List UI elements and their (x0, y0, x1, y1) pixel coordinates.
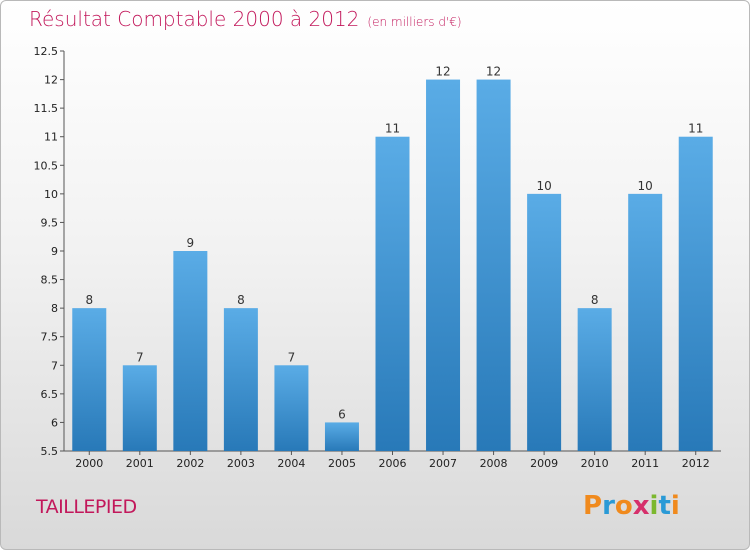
bar-value-label: 11 (688, 122, 703, 136)
chart-title: Résultat Comptable 2000 à 2012 (en millie… (29, 7, 462, 31)
x-tick-label: 2001 (126, 457, 154, 470)
bar-value-label: 12 (435, 65, 450, 79)
y-tick-label: 7.5 (41, 331, 59, 344)
logo-letter: t (658, 491, 671, 521)
logo-letter: P (583, 491, 603, 521)
chart-title-text: Résultat Comptable 2000 à 2012 (29, 7, 360, 31)
chart-unit: (en milliers d'€) (367, 15, 462, 29)
bar-value-label: 9 (187, 236, 195, 250)
x-tick-label: 2006 (379, 457, 407, 470)
y-tick-label: 11.5 (34, 102, 59, 115)
bar-value-label: 12 (486, 65, 501, 79)
bar (375, 136, 410, 451)
bar-value-label: 8 (591, 293, 599, 307)
bar-value-label: 6 (338, 407, 346, 421)
bar (173, 251, 208, 451)
x-tick-label: 2012 (682, 457, 710, 470)
y-tick-label: 5.5 (41, 445, 59, 458)
x-tick-label: 2004 (277, 457, 305, 470)
bar-labels: 8 7 9 8 7 6 11 12 12 10 8 10 11 (85, 65, 703, 422)
logo-letter: r (602, 491, 615, 521)
bar-value-label: 7 (288, 350, 296, 364)
proxiti-logo: Proxiti (583, 491, 680, 521)
bar (324, 422, 359, 451)
bar (223, 308, 258, 451)
y-tick-label: 11 (44, 131, 58, 144)
logo-letter: x (632, 491, 650, 521)
bar (274, 365, 309, 451)
y-tick-label: 8 (51, 302, 58, 315)
bar-value-label: 8 (237, 293, 245, 307)
logo-letter: o (614, 491, 633, 521)
bar-value-label: 11 (385, 122, 400, 136)
y-tick-label: 9.5 (41, 216, 59, 229)
bar (426, 79, 461, 452)
y-tick-label: 8.5 (41, 274, 59, 287)
bars (72, 79, 713, 452)
bar (476, 79, 511, 452)
y-tick-label: 9 (51, 245, 58, 258)
x-tick-label: 2005 (328, 457, 356, 470)
x-tick-label: 2000 (75, 457, 103, 470)
x-tick-labels: 2000 2001 2002 2003 2004 2005 2006 2007 2008 2009… (75, 457, 709, 470)
y-tick-label: 6.5 (41, 388, 59, 401)
bar (577, 308, 612, 451)
bar (72, 308, 107, 451)
bar-value-label: 7 (136, 350, 144, 364)
x-tick-label: 2011 (631, 457, 659, 470)
y-tick-labels: 5.5 6 6.5 7 7.5 8 8.5 9 9.5 10 10.5 11 11.5 12 12.5 (34, 45, 59, 458)
y-tick-label: 6 (51, 416, 58, 429)
bar-value-label: 8 (85, 293, 93, 307)
x-tick-label: 2009 (530, 457, 558, 470)
bar (527, 193, 562, 451)
y-tick-label: 10.5 (34, 159, 59, 172)
x-tick-label: 2010 (581, 457, 609, 470)
logo-letter: i (670, 491, 680, 521)
x-tick-label: 2002 (176, 457, 204, 470)
y-tick-label: 7 (51, 359, 58, 372)
y-tick-label: 10 (44, 188, 58, 201)
x-tick-label: 2007 (429, 457, 457, 470)
x-tick-label: 2008 (480, 457, 508, 470)
y-tick-label: 12.5 (34, 45, 59, 58)
y-tick-label: 12 (44, 74, 58, 87)
bar-value-label: 10 (536, 179, 551, 193)
bar (122, 365, 157, 451)
logo-letter: i (649, 491, 659, 521)
bar-value-label: 10 (638, 179, 653, 193)
bar (678, 136, 713, 451)
bar (628, 193, 663, 451)
commune-name: TAILLEPIED (36, 496, 137, 518)
x-tick-label: 2003 (227, 457, 255, 470)
